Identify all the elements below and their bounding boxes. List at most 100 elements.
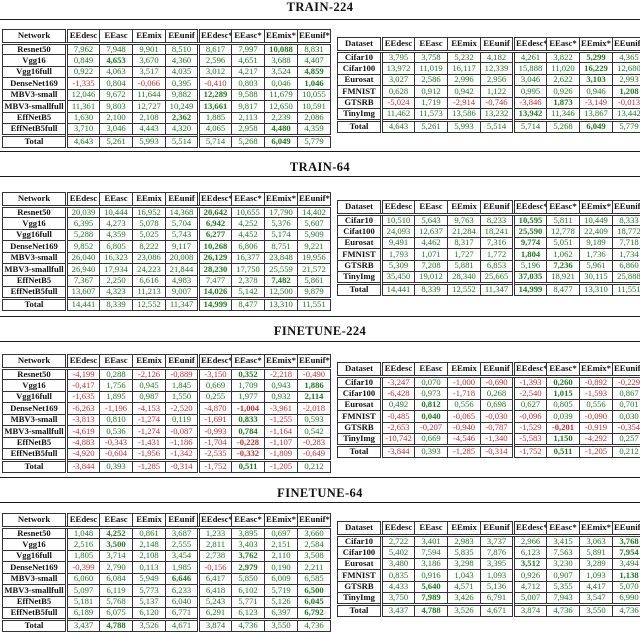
value-cell: 19,012 [415,272,448,284]
value-cell: 0,119 [166,414,199,426]
value-cell: 0,257 [613,434,640,446]
value-cell: 12,680 [613,63,640,75]
value-cell: -2,535 [199,449,232,461]
value-cell: 4,462 [415,237,448,249]
value-cell: 5,768 [100,596,133,608]
row-label: TinyImg [338,593,382,605]
column-header: EEmix [448,38,481,52]
column-header: EEasc* [547,38,580,52]
value-cell: 2,516 [67,539,100,551]
value-cell: 5,514 [481,120,514,133]
value-cell: 12,289 [199,89,232,101]
value-cell: 5,288 [67,229,100,241]
value-cell: 5,243 [199,596,232,608]
value-cell: 11,213 [133,287,166,299]
value-cell: 3,524 [265,66,298,78]
value-cell: 1,756 [100,380,133,392]
value-cell: 0,627 [514,399,547,411]
value-cell: 2,555 [166,539,199,551]
value-cell: 2,983 [448,535,481,547]
value-cell: 5,640 [415,581,448,593]
column-header: EEmix [448,201,481,215]
value-cell: 11,347 [166,298,199,311]
row-label: DenseNet169 [3,562,67,574]
value-cell: 5,181 [67,596,100,608]
value-cell: 1,630 [67,112,100,124]
value-cell: 5,743 [166,229,199,241]
value-cell: -0,485 [382,411,415,423]
value-cell: 3,027 [382,74,415,86]
value-cell: -4,153 [133,403,166,415]
value-cell: 4,736 [298,619,331,632]
section-divider [0,19,640,20]
value-cell: 3,426 [448,593,481,605]
value-cell: 8,751 [265,241,298,253]
value-cell: 7,989 [415,593,448,605]
value-cell: 0,536 [100,426,133,438]
value-cell: 12,046 [67,89,100,101]
value-cell: 12,778 [547,226,580,238]
value-cell: 0,190 [265,562,298,574]
value-cell: 0,849 [67,55,100,67]
value-cell: 10,055 [298,89,331,101]
value-cell: 0,393 [100,460,133,473]
value-cell: 4,217 [232,66,265,78]
value-cell: 10,444 [100,206,133,218]
value-cell: 11,573 [415,109,448,121]
value-cell: 3,874 [514,604,547,617]
value-cell: 13,586 [448,109,481,121]
value-cell: 7,948 [100,43,133,55]
row-label: Total [3,619,67,632]
column-header: EEdesc* [199,514,232,528]
column-header: EEdesc [382,363,415,377]
value-cell: 8,617 [199,43,232,55]
label-column-header: Network [3,30,67,44]
value-cell: 1,233 [199,527,232,539]
value-cell: -2,126 [133,368,166,380]
value-cell: 7,954 [613,547,640,559]
value-cell: 3,550 [580,604,613,617]
value-cell: -0,889 [166,368,199,380]
value-cell: 5,232 [448,51,481,63]
value-cell: 2,993 [613,74,640,86]
row-label: FMNIST [338,411,382,423]
value-cell: 9,221 [298,241,331,253]
value-cell: 0,943 [265,380,298,392]
value-cell: 2,108 [133,550,166,562]
column-header: EEmix* [265,514,298,528]
row-label: Resnet50 [3,43,67,55]
value-cell: 12,339 [481,63,514,75]
value-cell: 2,956 [481,74,514,86]
row-label: Vgg16full [3,66,67,78]
value-cell: -0,604 [100,449,133,461]
value-cell: 4,323 [100,287,133,299]
row-label: Vgg16full [3,391,67,403]
row-label: EffNetB5full [3,449,67,461]
value-cell: 3,063 [580,535,613,547]
value-cell: 12,650 [265,101,298,113]
value-cell: 9,901 [133,43,166,55]
value-cell: 4,651 [232,55,265,67]
value-cell: 5,402 [382,547,415,559]
value-cell: 2,110 [265,550,298,562]
column-header: EEmix [133,30,166,44]
value-cell: 8,339 [415,283,448,296]
value-cell: 25,665 [481,272,514,284]
value-cell: 5,891 [580,547,613,559]
value-cell: -0,090 [580,411,613,423]
